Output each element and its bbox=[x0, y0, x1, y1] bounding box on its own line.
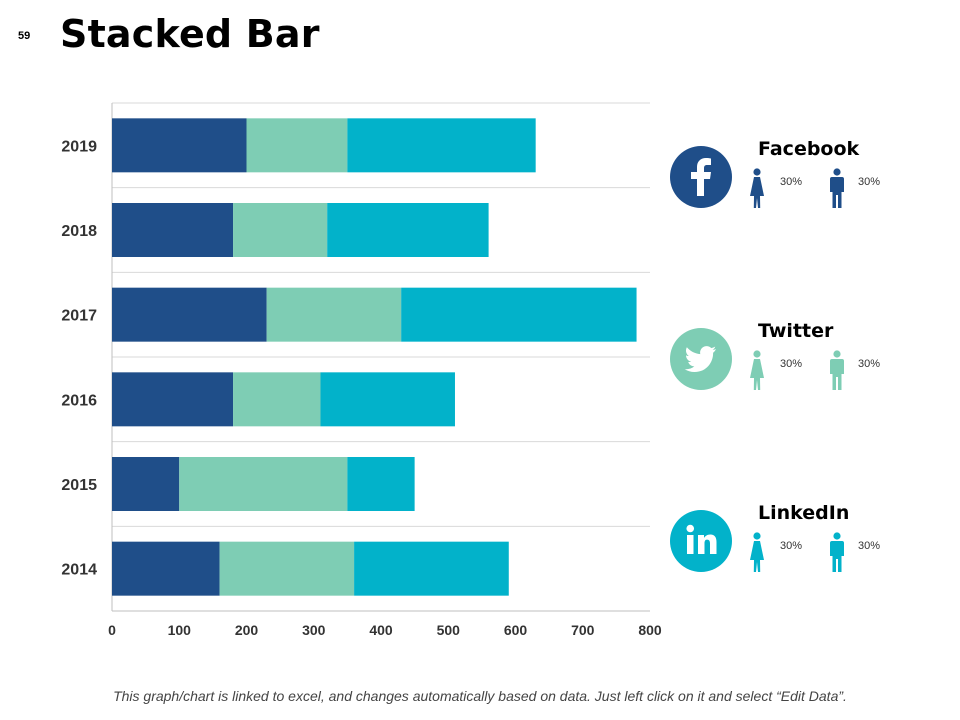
bar-segment bbox=[266, 287, 402, 342]
male-percentage: 30% bbox=[858, 176, 881, 188]
linkedin-icon bbox=[670, 510, 732, 572]
male-icon bbox=[830, 350, 844, 390]
y-tick-label: 2014 bbox=[61, 562, 97, 579]
y-tick-label: 2019 bbox=[61, 138, 97, 155]
x-tick-label: 0 bbox=[108, 622, 116, 638]
bar-segment bbox=[112, 372, 234, 427]
social-name: Facebook bbox=[758, 138, 860, 160]
bar-segment bbox=[233, 203, 328, 257]
bar-segment bbox=[347, 457, 415, 511]
y-tick-label: 2017 bbox=[61, 308, 97, 325]
facebook-icon bbox=[670, 146, 732, 208]
bar-segment bbox=[327, 203, 489, 257]
x-tick-label: 200 bbox=[235, 622, 259, 638]
male-icon bbox=[830, 168, 844, 208]
x-tick-label: 800 bbox=[638, 622, 662, 638]
bar-segment bbox=[112, 118, 247, 173]
bar-segment bbox=[112, 203, 234, 257]
x-tick-label: 700 bbox=[571, 622, 595, 638]
x-tick-label: 600 bbox=[504, 622, 528, 638]
bar-segment bbox=[401, 287, 637, 342]
bar-segment bbox=[320, 372, 455, 427]
bar-segment bbox=[354, 541, 509, 596]
twitter-icon bbox=[670, 328, 732, 390]
x-tick-label: 100 bbox=[168, 622, 192, 638]
female-icon bbox=[750, 168, 764, 208]
footer-note: This graph/chart is linked to excel, and… bbox=[113, 688, 847, 704]
bar-segment bbox=[219, 541, 355, 596]
female-percentage: 30% bbox=[780, 358, 803, 370]
male-percentage: 30% bbox=[858, 358, 881, 370]
male-percentage: 30% bbox=[858, 540, 881, 552]
female-percentage: 30% bbox=[780, 176, 803, 188]
x-tick-label: 500 bbox=[437, 622, 461, 638]
female-icon bbox=[750, 350, 764, 390]
x-tick-label: 400 bbox=[369, 622, 393, 638]
social-name: LinkedIn bbox=[758, 502, 850, 524]
x-tick-label: 300 bbox=[302, 622, 326, 638]
y-tick-label: 2016 bbox=[61, 392, 97, 409]
social-name: Twitter bbox=[758, 320, 834, 342]
linkedin-panel: LinkedIn 30% 30% bbox=[670, 502, 930, 590]
bar-segment bbox=[246, 118, 348, 173]
male-icon bbox=[830, 532, 844, 572]
bar-segment bbox=[112, 541, 220, 596]
y-tick-label: 2018 bbox=[61, 223, 97, 240]
twitter-panel: Twitter 30% 30% bbox=[670, 320, 930, 408]
bar-segment bbox=[179, 457, 348, 511]
bar-segment bbox=[347, 118, 536, 173]
bar-segment bbox=[112, 287, 267, 342]
bar-segment bbox=[233, 372, 321, 427]
page-number: 59 bbox=[18, 30, 31, 42]
y-tick-label: 2015 bbox=[61, 477, 97, 494]
female-icon bbox=[750, 532, 764, 572]
female-percentage: 30% bbox=[780, 540, 803, 552]
bar-segment bbox=[112, 457, 180, 511]
page-title: Stacked Bar bbox=[60, 12, 320, 56]
facebook-panel: Facebook 30% 30% bbox=[670, 138, 930, 226]
